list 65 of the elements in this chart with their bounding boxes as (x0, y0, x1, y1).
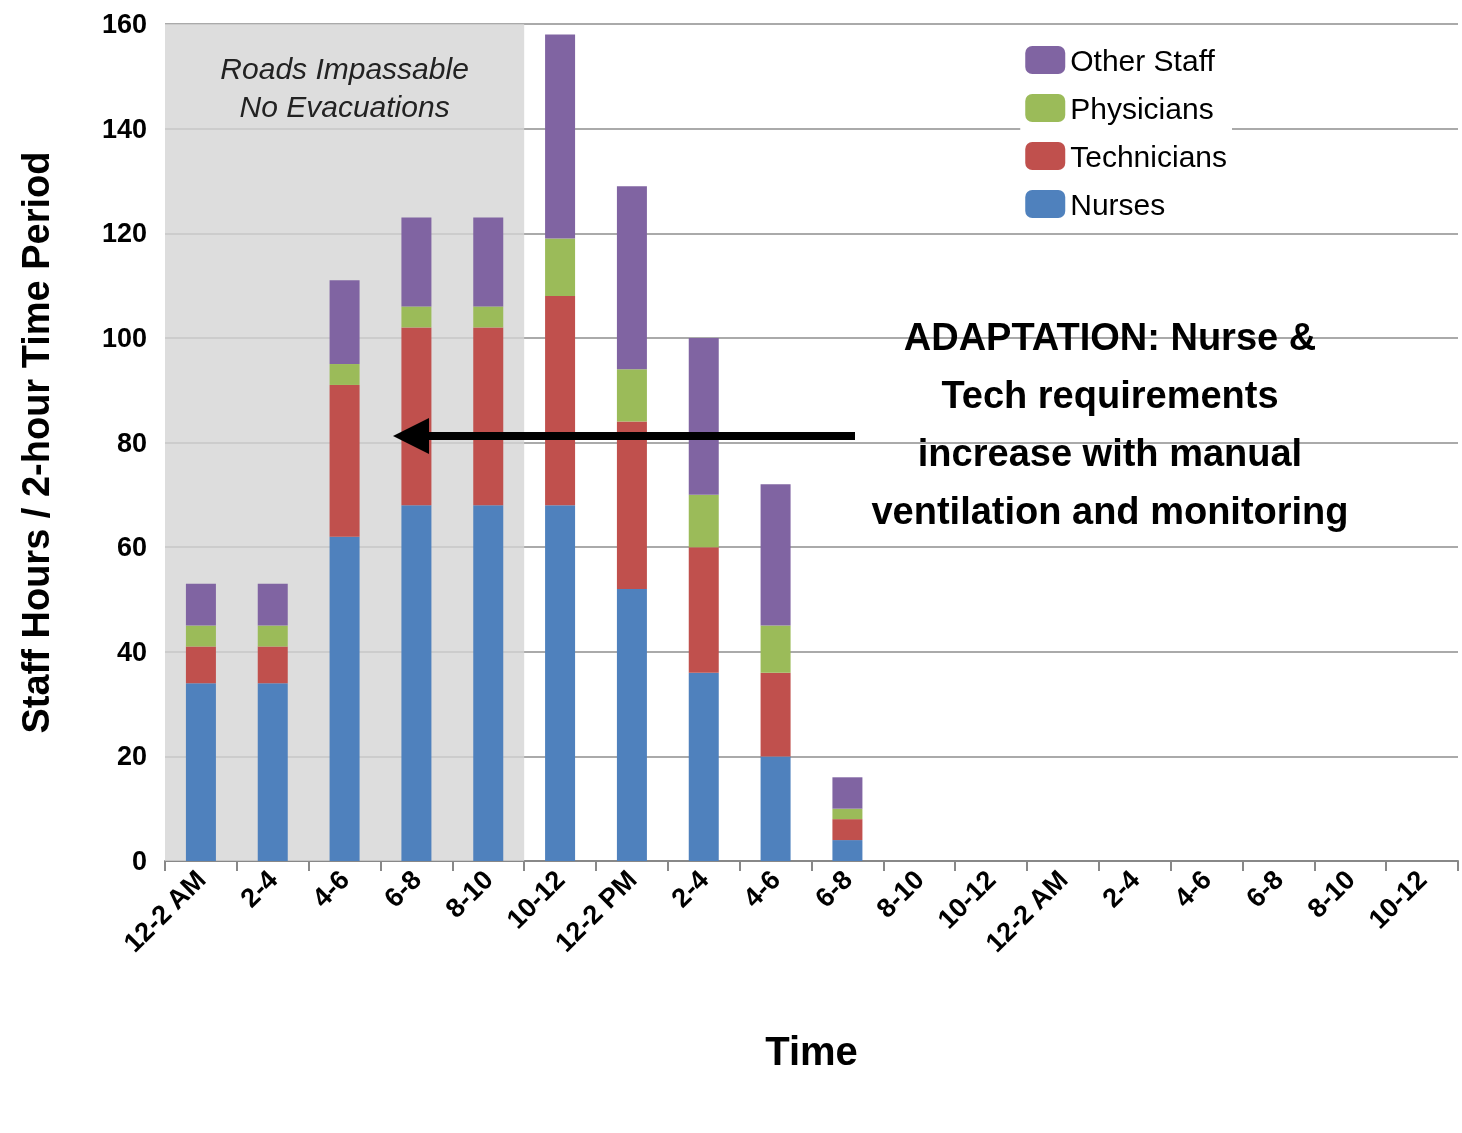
x-tick-label: 6-8 (378, 864, 428, 914)
y-tick-label: 80 (116, 427, 147, 458)
bar (760, 484, 791, 626)
bar (401, 306, 432, 328)
bar (401, 217, 432, 307)
y-tick-label: 40 (116, 636, 147, 667)
legend-label: Nurses (1070, 187, 1166, 221)
bar (545, 296, 576, 506)
bar (760, 672, 791, 757)
bar (832, 777, 863, 809)
bar (257, 683, 288, 861)
bar (185, 683, 216, 861)
legend-label: Technicians (1070, 139, 1228, 173)
bar (616, 421, 647, 589)
bar (473, 327, 504, 506)
bar (185, 646, 216, 684)
bar (473, 505, 504, 861)
bar (473, 217, 504, 307)
y-tick-label: 20 (116, 741, 147, 772)
x-tick-label: 2-4 (665, 864, 715, 914)
bar (832, 808, 863, 820)
bar (545, 238, 576, 297)
y-tick-label: 100 (101, 322, 147, 353)
bar (616, 369, 647, 422)
legend-label: Other Staff (1070, 43, 1216, 77)
bar (760, 756, 791, 861)
x-tick-label: 2-4 (234, 864, 284, 914)
bar (401, 505, 432, 861)
annotation: ADAPTATION: Nurse & Tech requirements increase with manual ventilation and monitoring (870, 315, 1350, 534)
y-axis-title: Staff Hours / 2-hour Time Period (15, 151, 57, 734)
y-tick-label: 0 (131, 846, 147, 876)
x-axis-title: Time (765, 1029, 858, 1073)
bar (329, 364, 360, 385)
y-tick-label: 140 (101, 113, 147, 144)
y-tick-label: 60 (116, 532, 147, 563)
bar (257, 583, 288, 626)
bar (688, 547, 719, 673)
bar (329, 280, 360, 365)
x-tick-label: 6-8 (1240, 864, 1290, 914)
band-label: Roads Impassable No Evacuations (220, 51, 469, 123)
bar (545, 34, 576, 239)
bar (185, 625, 216, 647)
bar (688, 337, 719, 495)
bar (545, 505, 576, 861)
x-tick-label: 4-6 (306, 864, 356, 914)
bar (329, 384, 360, 537)
bar (832, 840, 863, 861)
x-tick-label: 2-4 (1096, 864, 1146, 914)
bar (760, 625, 791, 673)
bar (473, 306, 504, 328)
bar (257, 625, 288, 647)
bar (616, 186, 647, 370)
bar (329, 536, 360, 861)
bar (832, 819, 863, 841)
bar (688, 672, 719, 861)
y-tick-label: 120 (101, 218, 147, 249)
bar (257, 646, 288, 684)
x-tick-label: 4-6 (1168, 864, 1218, 914)
legend-label: Physicians (1070, 91, 1214, 125)
bar (185, 583, 216, 626)
bar (616, 588, 647, 861)
bar (688, 494, 719, 548)
x-tick-label: 6-8 (809, 864, 859, 914)
y-tick-label: 160 (101, 9, 147, 39)
x-tick-label: 4-6 (737, 864, 787, 914)
